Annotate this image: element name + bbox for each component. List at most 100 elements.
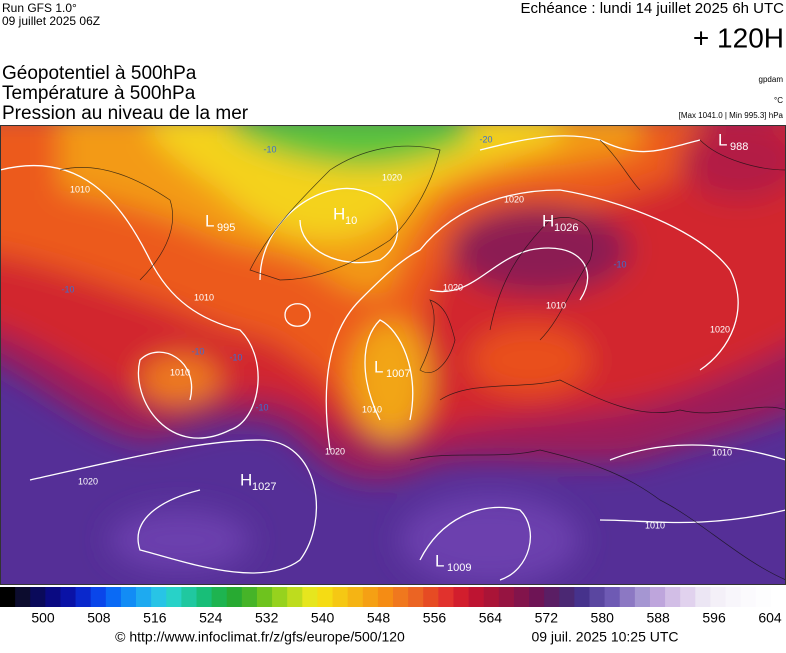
isobar-label: 1010 xyxy=(170,367,190,377)
isobar-label: 1010 xyxy=(70,184,90,194)
layer-title: Pression au niveau de la mer xyxy=(2,103,249,124)
isobar-label: 1020 xyxy=(443,282,463,292)
colorbar-label: 604 xyxy=(758,610,782,626)
colorbar-label: 580 xyxy=(591,610,615,626)
colorbar-label: 596 xyxy=(702,610,726,626)
colorbar-swatch xyxy=(166,587,182,607)
colorbar-swatch xyxy=(725,587,742,607)
center-letter: L xyxy=(435,551,444,570)
colorbar-label: 500 xyxy=(31,610,55,626)
colorbar-label: 588 xyxy=(646,610,670,626)
colorbar-label: 564 xyxy=(479,610,503,626)
colorbar-label: 572 xyxy=(535,610,559,626)
temperature-label: -10 xyxy=(229,352,242,362)
colorbar-swatch xyxy=(302,587,318,607)
colorbar-swatch xyxy=(589,587,606,607)
colorbar-swatch xyxy=(256,587,273,607)
colorbar-swatch xyxy=(740,587,757,607)
source: gpdam xyxy=(759,75,784,84)
colorbar-swatch xyxy=(710,587,726,607)
colorbar-swatch xyxy=(151,587,167,607)
colorbar-swatch xyxy=(347,587,364,607)
colorbar-label: 540 xyxy=(311,610,335,626)
colorbar-swatch xyxy=(695,587,711,607)
colorbar-swatch xyxy=(574,587,590,607)
colorbar-swatch xyxy=(105,587,122,607)
colorbar-swatch xyxy=(15,587,31,607)
colorbar-swatch xyxy=(362,587,379,607)
colorbar-swatch xyxy=(680,587,696,607)
colorbar-label: 508 xyxy=(87,610,111,626)
isobar-label: 1020 xyxy=(382,172,402,182)
center-letter: H xyxy=(542,211,554,230)
colorbar-swatch xyxy=(226,587,243,607)
colorbar-swatch xyxy=(529,587,545,607)
colorbar-label: 532 xyxy=(255,610,279,626)
center-letter: H xyxy=(240,470,252,489)
coastlines xyxy=(59,139,786,581)
colorbar-swatch xyxy=(377,587,394,607)
echeance: Echéance : lundi 14 juillet 2025 6h UTC xyxy=(521,0,785,17)
isobar-label: 1010 xyxy=(645,520,665,530)
colorbar-swatch xyxy=(30,587,46,607)
isobar-label: 1010 xyxy=(194,292,214,302)
colorbar-swatch xyxy=(498,587,515,607)
colorbar: 500 508 516 524 532 540 548 556 564 572 580 588 596 6… xyxy=(0,587,786,626)
run-label: Run GFS 1.0° xyxy=(2,1,77,15)
center-letter: L xyxy=(205,211,214,230)
lead-time: + 120H xyxy=(693,22,784,53)
colorbar-swatch xyxy=(393,587,409,607)
temperature-label: -20 xyxy=(479,134,492,144)
temperature-label: -10 xyxy=(263,144,276,154)
center-letter: L xyxy=(718,130,727,149)
isobar-label: 1010 xyxy=(362,404,382,414)
colorbar-swatch xyxy=(544,587,560,607)
unit: °C xyxy=(774,96,783,105)
colorbar-swatch xyxy=(317,587,333,607)
colorbar-label: 524 xyxy=(199,610,223,626)
colorbar-swatch xyxy=(649,587,666,607)
colorbar-swatch xyxy=(619,587,636,607)
colorbar-swatch xyxy=(45,587,61,607)
run-date: 09 juillet 2025 06Z xyxy=(2,14,100,28)
temperature-label: -10 xyxy=(61,284,74,294)
colorbar-swatch xyxy=(136,587,152,607)
colorbar-swatch xyxy=(755,587,772,607)
colorbar-label: 516 xyxy=(143,610,167,626)
center-letter: H xyxy=(333,204,345,223)
colorbar-swatch xyxy=(181,587,197,607)
colorbar-swatch xyxy=(423,587,439,607)
colorbar-swatch xyxy=(241,587,258,607)
colorbar-swatch xyxy=(483,587,500,607)
isobar-label: 1010 xyxy=(712,447,732,457)
colorbar-swatch xyxy=(468,587,485,607)
center-value: 1026 xyxy=(554,222,578,234)
colorbar-swatch xyxy=(332,587,349,607)
layer-title: Géopotentiel à 500hPa xyxy=(2,63,197,84)
colorbar-swatch xyxy=(75,587,92,607)
colorbar-swatch xyxy=(196,587,213,607)
colorbar-swatch xyxy=(604,587,621,607)
center-letter: L xyxy=(374,357,383,376)
footer-url: © http://www.infoclimat.fr/z/gfs/europe/… xyxy=(115,629,405,645)
colorbar-swatch xyxy=(60,587,76,607)
colorbar-swatch xyxy=(211,587,228,607)
colorbar-label: 556 xyxy=(423,610,447,626)
colorbar-swatch xyxy=(453,587,469,607)
isobar-label: 1020 xyxy=(78,476,98,486)
colorbar-swatch xyxy=(408,587,424,607)
colorbar-swatch xyxy=(272,587,288,607)
colorbar-swatch xyxy=(665,587,681,607)
temperature-label: -10 xyxy=(191,346,204,356)
colorbar-swatch xyxy=(287,587,303,607)
center-value: 1009 xyxy=(447,562,471,574)
layer-title: Température à 500hPa xyxy=(2,83,196,104)
center-value: 995 xyxy=(217,222,235,234)
temperature-label: -10 xyxy=(613,259,626,269)
colorbar-swatch xyxy=(438,587,454,607)
center-value: 1007 xyxy=(386,368,410,380)
colorbar-swatch xyxy=(513,587,530,607)
